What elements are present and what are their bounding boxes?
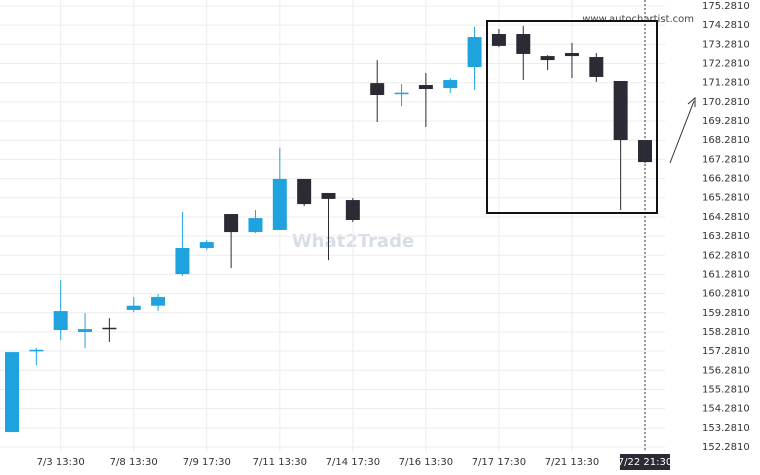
- x-tick-label: 7/3 13:30: [37, 457, 85, 468]
- candle-body: [175, 247, 190, 275]
- x-tick-label: 7/8 13:30: [110, 457, 158, 468]
- arrow-head: [687, 96, 696, 107]
- candle-body: [370, 83, 385, 95]
- candle-body: [589, 57, 604, 77]
- candle-body: [151, 297, 166, 306]
- candle-body: [224, 214, 239, 233]
- y-tick-label: 164.2810: [702, 212, 750, 223]
- x-tick-label: 7/21 13:30: [545, 457, 599, 468]
- y-tick-label: 169.2810: [702, 116, 750, 127]
- candle-body: [540, 56, 555, 61]
- candle-body: [126, 305, 141, 310]
- y-tick-label: 163.2810: [702, 231, 750, 242]
- y-tick-label: 159.2810: [702, 308, 750, 319]
- x-label-highlight: [620, 454, 670, 470]
- y-tick-label: 162.2810: [702, 250, 750, 261]
- candle-body: [564, 52, 579, 57]
- y-tick-label: 174.2810: [702, 20, 750, 31]
- candle-body: [102, 327, 117, 330]
- y-tick-label: 167.2810: [702, 154, 750, 165]
- y-tick-label: 173.2810: [702, 39, 750, 50]
- y-tick-label: 170.2810: [702, 97, 750, 108]
- y-tick-label: 172.2810: [702, 59, 750, 70]
- candle-body: [5, 352, 19, 433]
- y-tick-label: 153.2810: [702, 423, 750, 434]
- candle-body: [29, 349, 44, 352]
- candle-body: [321, 192, 336, 199]
- source-label: www.autochartist.com: [582, 14, 694, 25]
- y-tick-label: 155.2810: [702, 384, 750, 395]
- candle-body: [516, 34, 531, 54]
- x-tick-label: 7/11 13:30: [253, 457, 307, 468]
- y-tick-label: 156.2810: [702, 365, 750, 376]
- y-tick-label: 154.2810: [702, 404, 750, 415]
- y-tick-label: 168.2810: [702, 135, 750, 146]
- candle-body: [297, 178, 312, 205]
- x-tick-label: 7/14 17:30: [326, 457, 380, 468]
- candle-body: [467, 37, 482, 67]
- y-tick-label: 158.2810: [702, 327, 750, 338]
- y-tick-label: 160.2810: [702, 289, 750, 300]
- candle-body: [613, 80, 628, 141]
- pattern-box: [486, 20, 658, 214]
- candle-body: [78, 329, 93, 332]
- x-tick-label: 7/17 17:30: [472, 457, 526, 468]
- candle-body: [272, 178, 287, 230]
- plot: 152.2810 153.2810 154.2810 155.2810 156.2810…: [0, 0, 750, 470]
- x-tick-label: 7/22 21:30: [618, 457, 672, 468]
- candle-body: [443, 80, 458, 89]
- y-tick-label: 161.2810: [702, 269, 750, 280]
- candle-body: [638, 140, 652, 163]
- candle-body: [248, 218, 263, 233]
- x-tick-label: 7/9 17:30: [183, 457, 231, 468]
- x-tick-label: 7/16 13:30: [399, 457, 453, 468]
- candle-body: [418, 85, 433, 90]
- candle-body: [199, 242, 214, 248]
- y-tick-label: 152.2810: [702, 442, 750, 453]
- candle-body: [345, 200, 360, 221]
- y-tick-label: 171.2810: [702, 78, 750, 89]
- y-tick-label: 165.2810: [702, 193, 750, 204]
- candle-body: [53, 311, 68, 331]
- y-tick-label: 166.2810: [702, 174, 750, 185]
- forecast-arrow: [669, 100, 695, 164]
- y-tick-label: 157.2810: [702, 346, 750, 357]
- candle-body: [394, 92, 409, 95]
- candle-body: [491, 34, 506, 46]
- y-tick-label: 175.2810: [702, 1, 750, 12]
